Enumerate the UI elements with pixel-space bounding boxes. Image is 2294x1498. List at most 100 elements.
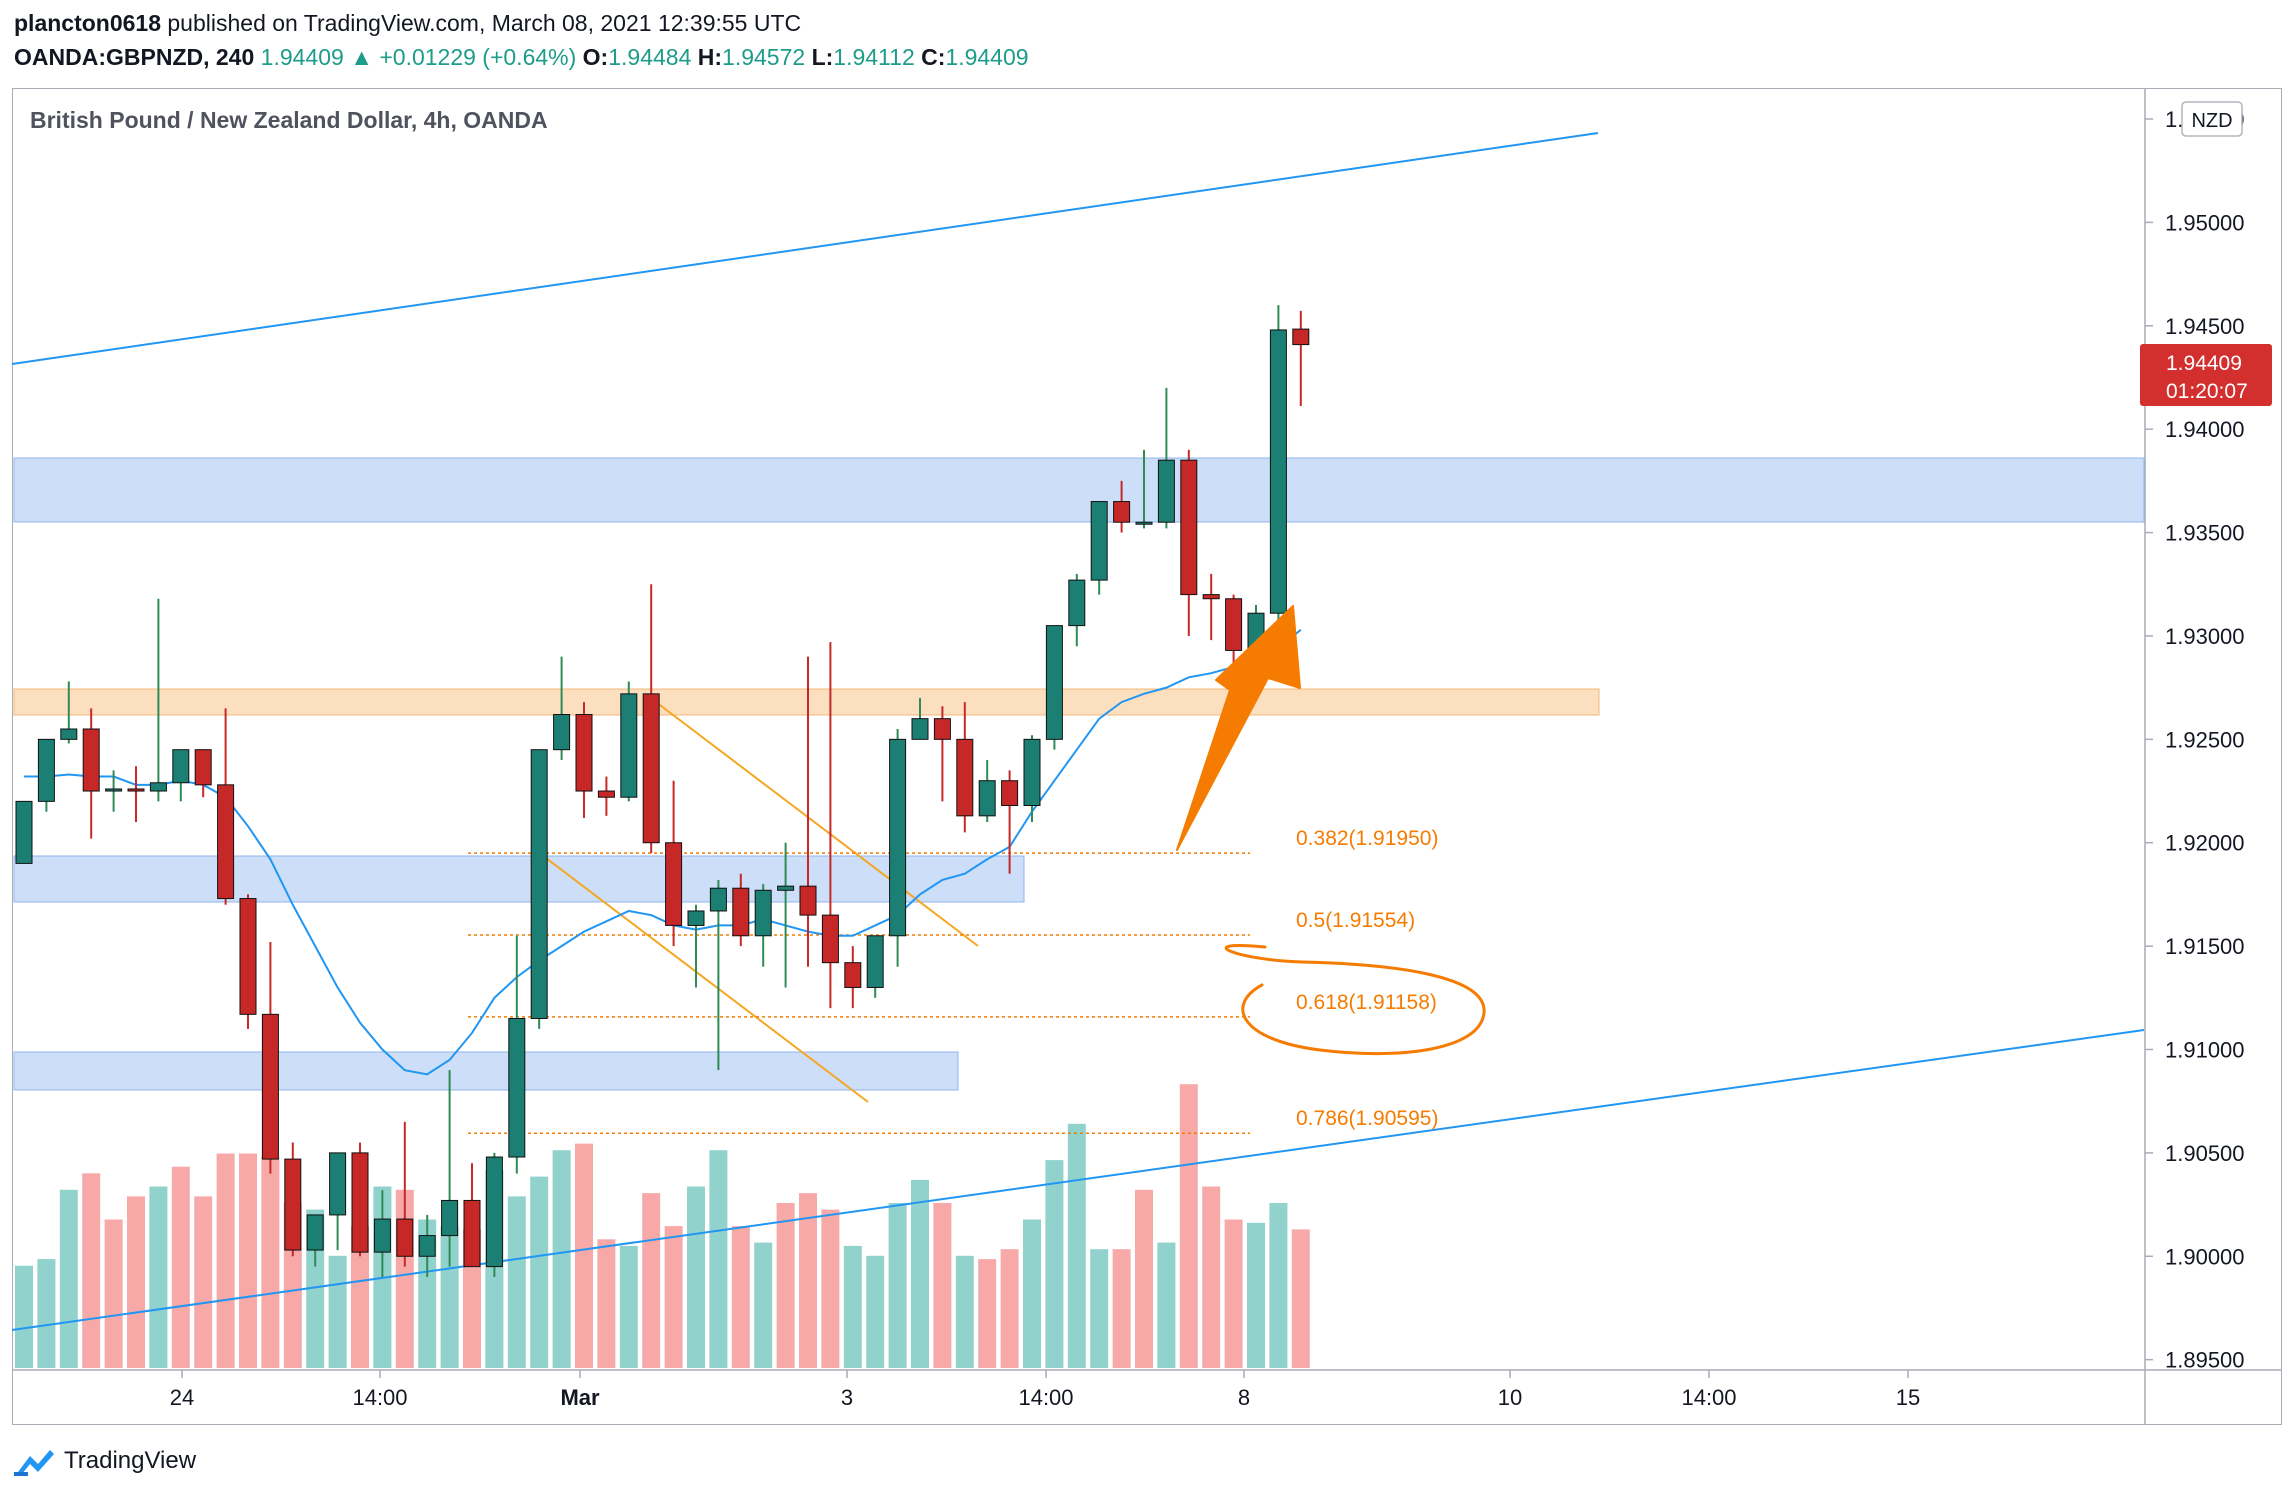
price-tick-label: 1.94000 bbox=[2165, 417, 2245, 442]
volume-bar bbox=[1023, 1219, 1041, 1368]
candle-body bbox=[37, 738, 55, 802]
candle-body bbox=[306, 1214, 324, 1251]
candle-body bbox=[687, 910, 705, 926]
chart-title: British Pound / New Zealand Dollar, 4h, … bbox=[30, 107, 548, 133]
support-zone-orange[interactable] bbox=[13, 688, 1600, 716]
tradingview-logo-icon[interactable] bbox=[14, 1446, 56, 1476]
fib-level-label: 0.618(1.91158) bbox=[1296, 991, 1437, 1014]
publish-header: plancton0618 published on TradingView.co… bbox=[14, 6, 1029, 74]
close-value: 1.94409 bbox=[945, 44, 1029, 70]
resistance-zone-blue[interactable] bbox=[13, 457, 2145, 523]
candle-body bbox=[709, 887, 727, 912]
price-tick-label: 1.92500 bbox=[2165, 727, 2245, 752]
price-axis[interactable]: 1.89500 1.90000 1.90500 1.91000 1.91500 1.920… bbox=[2145, 107, 2245, 1373]
candle-body bbox=[82, 728, 100, 792]
volume-bar bbox=[619, 1245, 638, 1368]
price-tick-label: 1.92000 bbox=[2165, 831, 2245, 856]
open-label: O: bbox=[582, 44, 609, 70]
candle-body bbox=[597, 790, 615, 798]
candle-body bbox=[60, 728, 78, 740]
candle-body bbox=[844, 962, 862, 988]
channel-upper-line[interactable] bbox=[11, 132, 1599, 365]
candle-body bbox=[1001, 780, 1019, 807]
price-tick-label: 1.93000 bbox=[2165, 624, 2245, 649]
candle-body bbox=[754, 889, 772, 937]
currency-badge[interactable]: NZD bbox=[2191, 110, 2232, 132]
price-tick-label: 1.91500 bbox=[2165, 934, 2245, 959]
volume-bar bbox=[843, 1245, 862, 1368]
candle-body bbox=[732, 887, 750, 937]
candle-body bbox=[127, 788, 145, 792]
flag-lower-line[interactable] bbox=[537, 851, 869, 1103]
candle-body bbox=[508, 1017, 526, 1158]
time-axis[interactable]: 24 14:00 Mar 3 14:00 8 10 14:00 15 bbox=[170, 1370, 1920, 1410]
candle-body bbox=[351, 1152, 369, 1253]
candle-body bbox=[553, 714, 571, 751]
candle-body bbox=[620, 693, 638, 798]
price-tag-box bbox=[2140, 344, 2272, 406]
support-zone-blue-low[interactable] bbox=[13, 1051, 959, 1091]
volume-bar bbox=[888, 1203, 907, 1368]
volume-bar bbox=[59, 1189, 78, 1368]
published-text: published on TradingView.com, March 08, … bbox=[167, 10, 802, 36]
price-tick-label: 1.90000 bbox=[2165, 1244, 2245, 1269]
volume-bar bbox=[731, 1226, 750, 1368]
moving-average-line bbox=[24, 628, 1302, 1076]
volume-bar bbox=[37, 1259, 56, 1368]
candle-body bbox=[105, 788, 123, 792]
volume-bar bbox=[507, 1196, 526, 1368]
volume-bar bbox=[911, 1179, 929, 1368]
author-name[interactable]: plancton0618 bbox=[14, 10, 161, 36]
candle-body bbox=[799, 885, 817, 916]
flag-upper-line[interactable] bbox=[647, 695, 979, 947]
volume-bars bbox=[15, 1084, 1310, 1368]
candle-body bbox=[396, 1218, 414, 1257]
volume-bar bbox=[530, 1176, 549, 1368]
volume-bar bbox=[709, 1150, 728, 1368]
chart-frame[interactable] bbox=[12, 88, 2282, 1425]
candle-body bbox=[911, 718, 929, 740]
volume-bar bbox=[754, 1242, 773, 1368]
candle-body bbox=[1135, 521, 1153, 525]
candle-body bbox=[1202, 594, 1220, 600]
candle-body bbox=[1045, 625, 1063, 740]
price-tick-label: 1.91000 bbox=[2165, 1038, 2245, 1063]
candle-body bbox=[821, 914, 839, 964]
candle-body bbox=[373, 1218, 391, 1253]
candle-body bbox=[1090, 501, 1108, 581]
candle-body bbox=[329, 1152, 347, 1216]
volume-bar bbox=[127, 1196, 145, 1368]
volume-bar bbox=[642, 1193, 661, 1368]
candle-body bbox=[441, 1199, 459, 1237]
price-tick-label: 1.90500 bbox=[2165, 1141, 2245, 1166]
volume-bar bbox=[1224, 1219, 1243, 1368]
volume-bar bbox=[171, 1166, 190, 1368]
volume-bar bbox=[1291, 1229, 1310, 1368]
volume-bar bbox=[687, 1186, 705, 1368]
candle-body bbox=[1180, 459, 1198, 596]
fib-retracement[interactable]: 0.382(1.91950) 0.5(1.91554) 0.618(1.91158)… bbox=[468, 827, 1438, 1134]
candle-body bbox=[217, 784, 235, 900]
price-tick-label: 1.93500 bbox=[2165, 521, 2245, 546]
channel-lower-line[interactable] bbox=[11, 1029, 2145, 1331]
volume-bar bbox=[1157, 1242, 1176, 1368]
volume-bar bbox=[1112, 1249, 1131, 1368]
volume-bar bbox=[239, 1153, 257, 1368]
price-tick-label: 1.94500 bbox=[2165, 314, 2245, 339]
candle-body bbox=[1113, 501, 1131, 523]
candle-body bbox=[956, 738, 974, 817]
candle-body bbox=[1023, 738, 1041, 807]
candle-body bbox=[866, 935, 884, 988]
tradingview-brand[interactable]: TradingView bbox=[64, 1447, 197, 1474]
time-tick-label: 14:00 bbox=[352, 1385, 407, 1410]
volume-bar bbox=[15, 1265, 33, 1368]
candle-body bbox=[530, 749, 548, 1019]
volume-bar bbox=[776, 1203, 795, 1368]
volume-bar bbox=[328, 1255, 347, 1368]
candle-body bbox=[1157, 459, 1175, 523]
time-tick-label: 24 bbox=[170, 1385, 194, 1410]
time-tick-label: 15 bbox=[1896, 1385, 1920, 1410]
support-zone-blue-mid[interactable] bbox=[13, 855, 1025, 903]
volume-bar bbox=[104, 1219, 123, 1368]
